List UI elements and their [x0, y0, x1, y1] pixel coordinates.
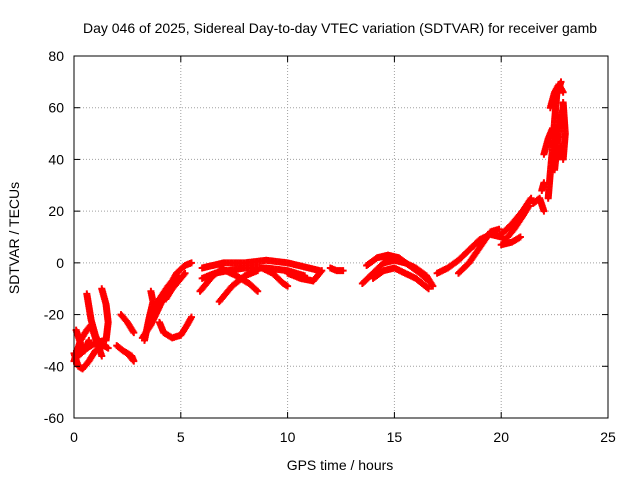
data-point — [254, 287, 262, 295]
y-tick-label: 20 — [48, 203, 64, 219]
y-tick-label: 80 — [48, 48, 64, 64]
x-axis-label: GPS time / hours — [287, 457, 394, 473]
data-point — [559, 88, 567, 96]
data-point — [187, 259, 195, 267]
series-segment — [454, 225, 503, 277]
series-segment — [546, 80, 567, 112]
chart-title: Day 046 of 2025, Sidereal Day-to-day VTE… — [83, 20, 597, 36]
series-sdtvar — [70, 78, 569, 373]
series-segment — [117, 311, 138, 337]
y-tick-label: -60 — [44, 410, 64, 426]
x-tick-label: 0 — [70, 429, 78, 445]
series-segment — [369, 264, 433, 293]
data-point — [495, 225, 503, 233]
data-point — [104, 344, 112, 352]
series-segment — [147, 272, 181, 324]
y-tick-label: 60 — [48, 100, 64, 116]
series-segment — [74, 336, 108, 360]
plot-frame — [73, 55, 609, 419]
series-segment — [222, 267, 262, 295]
series-segment — [497, 233, 524, 249]
data-layer — [70, 78, 569, 373]
series-segment — [497, 194, 535, 238]
x-tick-label: 5 — [177, 429, 185, 445]
data-point — [423, 276, 431, 284]
data-point — [171, 273, 179, 281]
x-tick-label: 25 — [600, 429, 616, 445]
ticks — [73, 55, 609, 419]
x-tick-label: 20 — [493, 429, 509, 445]
series-segment — [559, 99, 569, 163]
data-point — [339, 267, 347, 275]
series-segment — [529, 194, 548, 215]
data-point — [284, 282, 292, 290]
data-point — [173, 272, 181, 280]
data-point — [527, 194, 535, 202]
series-segment — [258, 264, 292, 290]
y-tick-label: 40 — [48, 151, 64, 167]
series-segment — [538, 179, 548, 194]
data-point — [187, 313, 195, 321]
data-point — [317, 268, 325, 276]
series-segment — [196, 264, 228, 295]
data-point — [124, 351, 132, 359]
series-segment — [83, 290, 104, 350]
data-point — [130, 329, 138, 337]
data-point — [100, 336, 108, 344]
data-point — [429, 282, 437, 290]
series-segment — [363, 251, 433, 285]
data-point — [85, 336, 93, 344]
data-point — [147, 287, 155, 295]
data-point — [540, 207, 548, 215]
y-tick-label: -40 — [44, 358, 64, 374]
data-point — [423, 284, 431, 292]
data-point — [425, 285, 433, 293]
series-segment — [284, 267, 326, 285]
series-segment — [113, 342, 138, 365]
tick-labels: 0 5 10 15 20 25 -60 -40 -20 0 20 40 60 80 — [44, 48, 616, 445]
data-point — [181, 269, 189, 277]
data-point — [254, 267, 262, 275]
grid — [74, 56, 608, 418]
data-point — [559, 99, 567, 107]
x-tick-label: 15 — [387, 429, 403, 445]
data-point — [98, 352, 106, 360]
y-tick-label: -20 — [44, 307, 64, 323]
series-segment — [162, 269, 189, 303]
data-point — [252, 286, 260, 294]
series-segment — [326, 264, 347, 275]
data-point — [516, 233, 524, 241]
y-tick-label: 0 — [56, 255, 64, 271]
y-axis-label: SDTVAR / TECUs — [6, 182, 22, 294]
data-point — [123, 349, 131, 357]
data-point — [180, 270, 188, 278]
x-tick-label: 10 — [280, 429, 296, 445]
series-segment — [155, 313, 195, 342]
data-point — [425, 277, 433, 285]
data-point — [318, 267, 326, 275]
